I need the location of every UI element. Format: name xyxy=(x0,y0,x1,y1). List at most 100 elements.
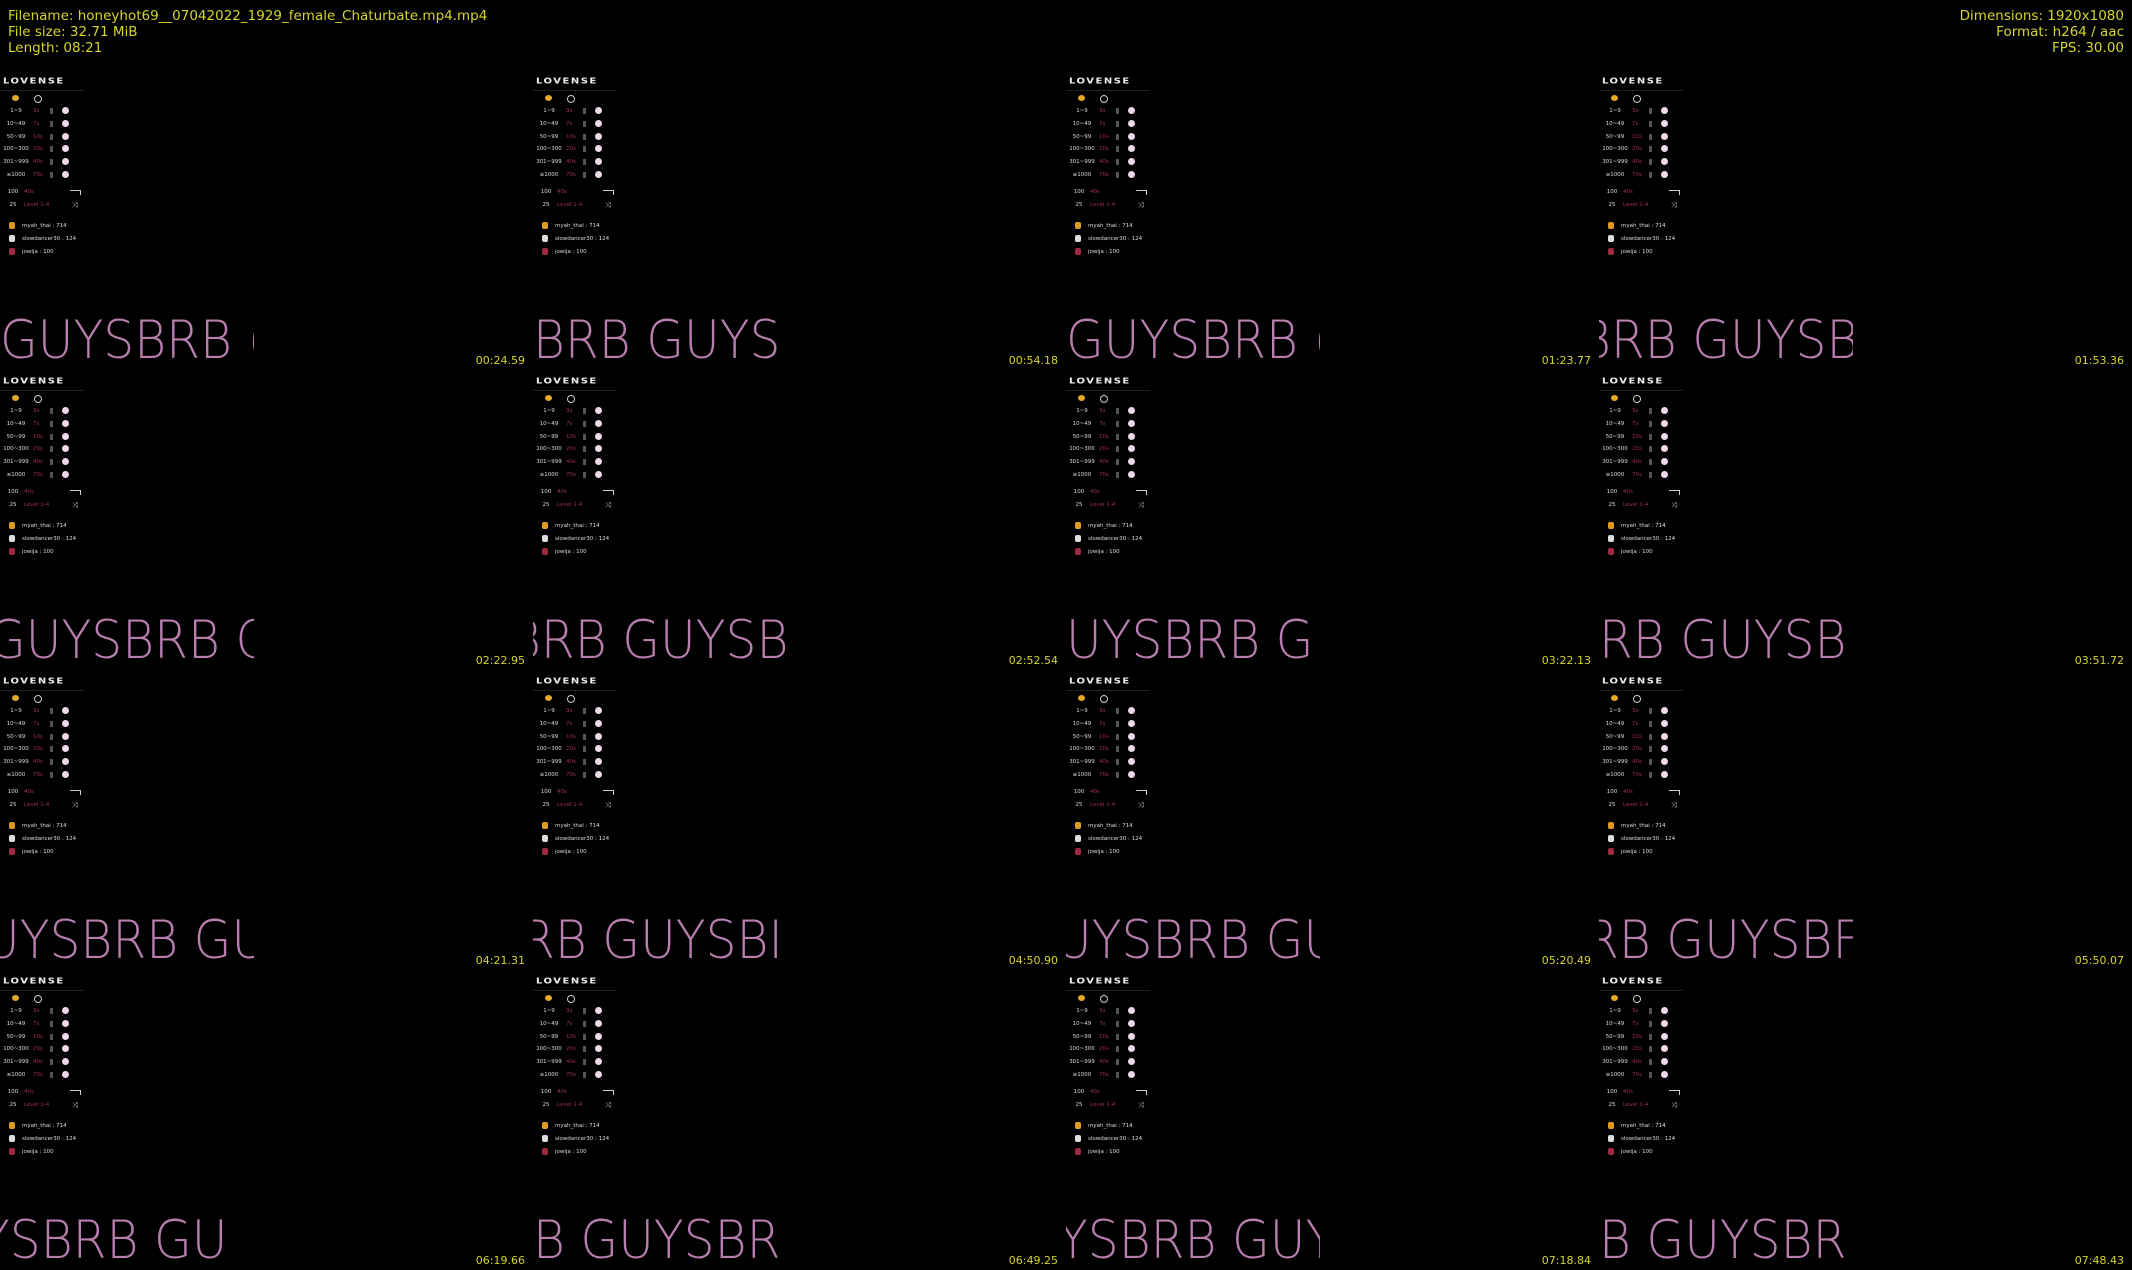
vibration-bar-icon xyxy=(50,759,53,766)
level-row: 301~999 40s xyxy=(533,158,619,167)
level-row: 301~999 40s xyxy=(0,1058,86,1067)
level-row: 50~99 10s xyxy=(1066,432,1152,442)
toy-icon xyxy=(1128,458,1135,466)
leaderboard-entry: myah_thai : 714 xyxy=(1621,823,1666,829)
level-row: ≥1000 70s xyxy=(0,471,86,480)
level-row: 10~49 7s xyxy=(0,119,86,129)
level-row: 301~999 40s xyxy=(1066,758,1152,767)
toy-icon xyxy=(62,171,69,178)
level-range: 50~99 xyxy=(6,733,26,740)
thumbnail[interactable]: LOVENSE 1~9 3s 10~49 7s 50~99 10s 100~300 20s 301… xyxy=(1066,970,1599,1270)
thumbnail[interactable]: LOVENSE 1~9 3s 10~49 7s 50~99 10s 100~300 20s 301… xyxy=(1066,70,1599,370)
vibration-bar-icon xyxy=(50,720,53,727)
special-amount: 25 xyxy=(1608,502,1616,508)
level-duration: 20s xyxy=(33,146,43,153)
medal-icon xyxy=(1608,522,1614,529)
level-range: 50~99 xyxy=(1605,133,1625,140)
thumbnail[interactable]: LOVENSE 1~9 3s 10~49 7s 50~99 10s 100~300 20s 301… xyxy=(1599,970,2132,1270)
level-row: 50~99 10s xyxy=(0,732,86,742)
leaderboard-entry: myah_thai : 714 xyxy=(22,523,67,529)
thumbnail[interactable]: LOVENSE 1~9 3s 10~49 7s 50~99 10s 100~300 20s 301… xyxy=(0,970,533,1270)
vibration-bar-icon xyxy=(50,433,53,440)
special-value: 40s xyxy=(1623,1089,1633,1095)
level-row: 10~49 7s xyxy=(533,719,619,729)
toy-icon xyxy=(62,1071,69,1078)
thumbnail[interactable]: LOVENSE 1~9 3s 10~49 7s 50~99 10s 100~300 20s 301… xyxy=(0,370,533,670)
toy-icon xyxy=(1128,171,1135,178)
level-duration: 40s xyxy=(1099,159,1109,166)
overlay-text-clip: RB GUYSB xyxy=(1599,610,1853,670)
level-range: 301~999 xyxy=(536,459,562,466)
toy-icon xyxy=(595,719,602,727)
toy-icon xyxy=(595,1058,602,1066)
thumbnail[interactable]: LOVENSE 1~9 3s 10~49 7s 50~99 10s 100~300 20s 301… xyxy=(533,70,1066,370)
medal-icon xyxy=(9,248,15,255)
level-duration: 20s xyxy=(1632,446,1642,453)
vibration-bar-icon xyxy=(1116,108,1119,114)
lovense-panel: LOVENSE 1~9 3s 10~49 7s 50~99 10s 100~300 20s 301… xyxy=(1599,70,1685,260)
level-duration: 70s xyxy=(1099,1072,1109,1078)
level-range: 10~49 xyxy=(1605,720,1625,727)
thumbnail[interactable]: LOVENSE 1~9 3s 10~49 7s 50~99 10s 100~300 20s 301… xyxy=(1599,370,2132,670)
level-row: 1~9 3s xyxy=(1599,1007,1685,1016)
toy-icon xyxy=(1128,732,1135,740)
level-range: ≥1000 xyxy=(6,472,26,478)
level-range: 10~49 xyxy=(1072,720,1092,727)
level-range: 10~49 xyxy=(1605,420,1625,427)
thumbnail[interactable]: LOVENSE 1~9 3s 10~49 7s 50~99 10s 100~300 20s 301… xyxy=(1599,70,2132,370)
medal-icon xyxy=(9,522,15,529)
wave-icon xyxy=(1669,1090,1680,1095)
level-range: 10~49 xyxy=(6,720,26,727)
level-row: 100~300 20s xyxy=(1066,445,1152,454)
thumbnail[interactable]: LOVENSE 1~9 3s 10~49 7s 50~99 10s 100~300 20s 301… xyxy=(1066,670,1599,970)
special-row: 25 Level 1-4 xyxy=(533,802,619,810)
wave-icon xyxy=(1136,1090,1147,1095)
leaderboard-entry: slowdancer30 : 124 xyxy=(22,1136,77,1142)
leaderboard-entry: jowija : 100 xyxy=(555,549,587,555)
vibration-bar-icon xyxy=(50,733,53,740)
level-duration: 70s xyxy=(1632,472,1642,478)
special-amount: 25 xyxy=(9,502,17,508)
thumbnail[interactable]: LOVENSE 1~9 3s 10~49 7s 50~99 10s 100~300 20s 301… xyxy=(533,370,1066,670)
lovense-panel: LOVENSE 1~9 3s 10~49 7s 50~99 10s 100~300 20s 301… xyxy=(1599,970,1685,1160)
medal-icon xyxy=(542,835,548,842)
vibration-bar-icon xyxy=(1116,146,1119,153)
thumbnail[interactable]: LOVENSE 1~9 3s 10~49 7s 50~99 10s 100~300 20s 301… xyxy=(1599,670,2132,970)
special-amount: 100 xyxy=(540,1089,552,1095)
vibration-bar-icon xyxy=(583,446,586,453)
level-row: 10~49 7s xyxy=(1599,119,1685,129)
special-amount: 100 xyxy=(7,789,19,795)
special-amount: 25 xyxy=(542,202,550,208)
toy-icon xyxy=(1661,458,1668,466)
clock-icon xyxy=(1633,695,1641,703)
vibration-bar-icon xyxy=(583,720,586,727)
toy-icon xyxy=(595,432,602,440)
level-row: 1~9 3s xyxy=(1066,707,1152,716)
toy-icon xyxy=(595,1032,602,1040)
special-value: 40s xyxy=(24,489,34,495)
vibration-bar-icon xyxy=(1649,1008,1652,1014)
medal-icon xyxy=(542,248,548,255)
level-row: ≥1000 70s xyxy=(1066,471,1152,480)
timestamp: 04:50.90 xyxy=(1008,954,1058,967)
thumbnail[interactable]: LOVENSE 1~9 3s 10~49 7s 50~99 10s 100~300 20s 301… xyxy=(533,670,1066,970)
clock-icon xyxy=(34,395,42,403)
medal-icon xyxy=(1608,235,1614,242)
toy-icon xyxy=(62,132,69,140)
thumbnail[interactable]: LOVENSE 1~9 3s 10~49 7s 50~99 10s 100~300 20s 301… xyxy=(1066,370,1599,670)
toy-icon xyxy=(1661,419,1668,427)
thumbnail[interactable]: LOVENSE 1~9 3s 10~49 7s 50~99 10s 100~300 20s 301… xyxy=(533,970,1066,1270)
overlay-text-clip: B GUYSBR xyxy=(533,1210,787,1270)
shuffle-icon: ⤨ xyxy=(605,501,611,509)
shuffle-icon: ⤨ xyxy=(72,201,78,209)
thumbnail[interactable]: LOVENSE 1~9 3s 10~49 7s 50~99 10s 100~300 20s 301… xyxy=(0,670,533,970)
vibration-bar-icon xyxy=(1116,446,1119,453)
level-duration: 10s xyxy=(566,433,576,440)
level-row: ≥1000 70s xyxy=(1066,1071,1152,1080)
divider xyxy=(533,90,617,91)
special-amount: 100 xyxy=(1073,189,1085,195)
level-range: 301~999 xyxy=(1069,159,1095,166)
thumbnail[interactable]: LOVENSE 1~9 3s 10~49 7s 50~99 10s 100~300 20s 301… xyxy=(0,70,533,370)
wave-icon xyxy=(603,1090,614,1095)
lovense-logo: LOVENSE xyxy=(3,77,65,86)
